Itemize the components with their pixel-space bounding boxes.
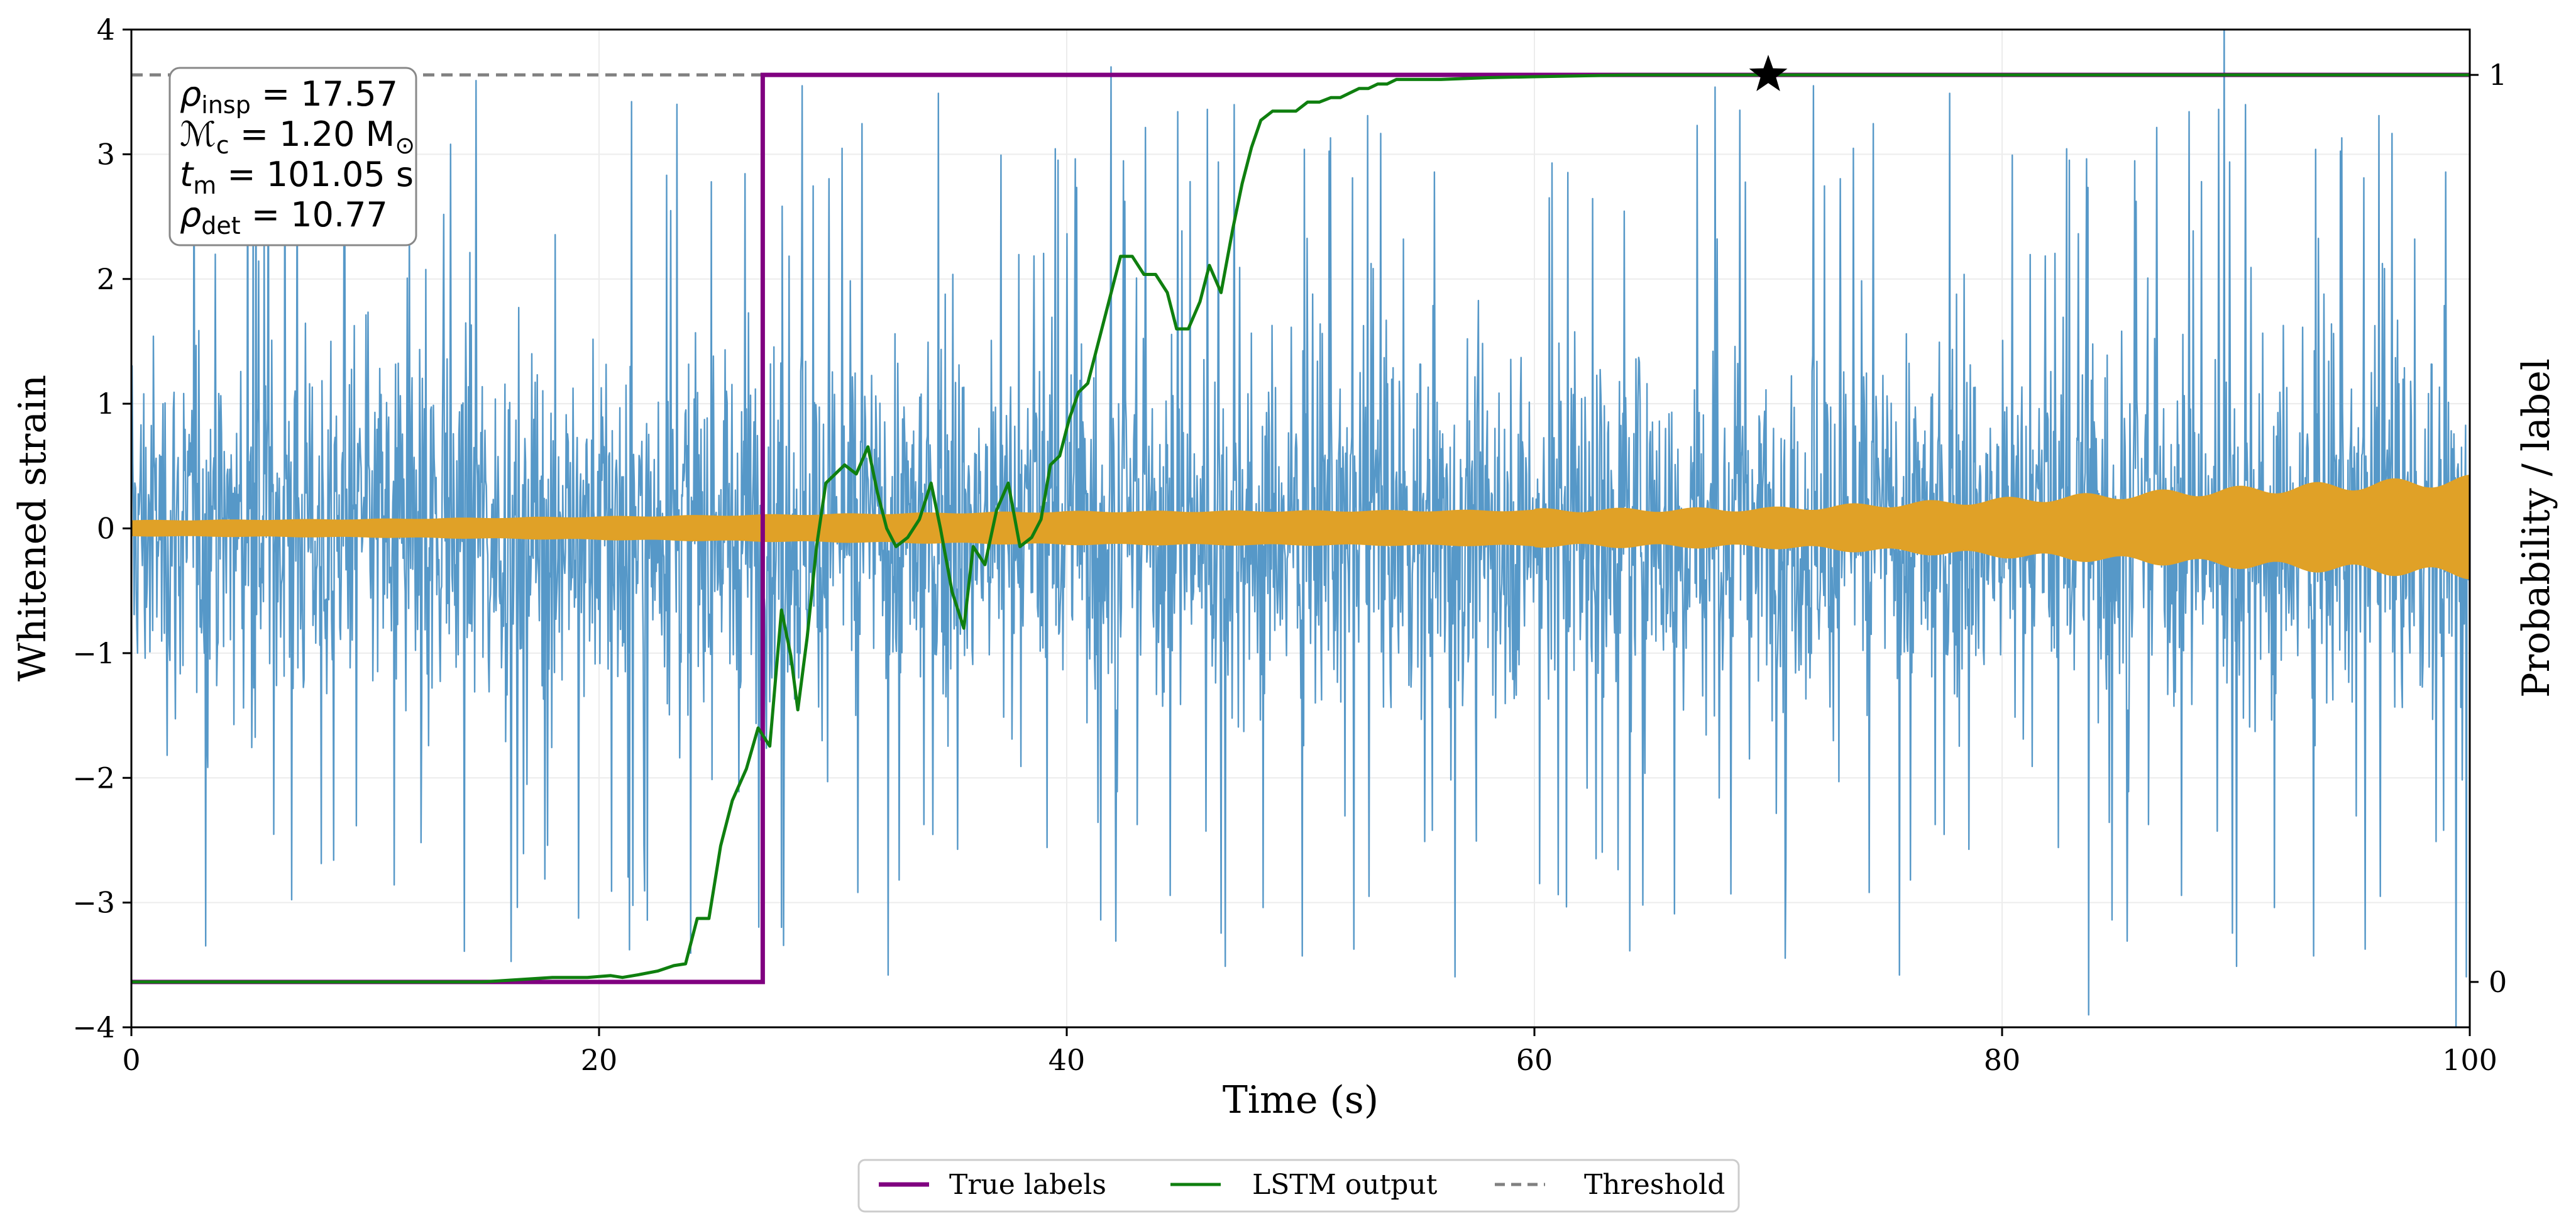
annotation-frame <box>168 67 417 246</box>
annotation-line: ρinsp = 17.57 <box>180 74 398 119</box>
y-tick-label: 2 <box>97 262 115 296</box>
y-right-tick-label: 1 <box>2489 58 2507 92</box>
y-tick-label: 4 <box>97 13 115 47</box>
x-tick-label: 100 <box>2442 1043 2497 1077</box>
x-tick-label: 0 <box>122 1043 140 1077</box>
y-right-tick-label: 0 <box>2489 965 2507 999</box>
x-axis-label: Time (s) <box>1223 1078 1379 1122</box>
legend-lstm-output: LSTM output <box>1252 1169 1438 1201</box>
y-tick-label: −3 <box>72 886 115 920</box>
y-tick-label: −2 <box>72 761 115 795</box>
y-tick-label: −4 <box>72 1010 115 1044</box>
y-tick-label: 1 <box>97 387 115 421</box>
y-tick-label: 0 <box>97 512 115 546</box>
x-tick-label: 20 <box>581 1043 618 1077</box>
y-right-axis-label: Probability / label <box>2514 358 2558 698</box>
legend-true-labels: True labels <box>949 1169 1106 1201</box>
y-right-axis-ticks: 01 <box>2470 58 2507 999</box>
x-axis-ticks: 0 20 40 60 80 100 <box>122 1027 2497 1077</box>
x-tick-label: 80 <box>1984 1043 2021 1077</box>
annotation-line: ℳc = 1.20 M⊙ <box>180 114 415 159</box>
annotation-line: ρdet = 10.77 <box>180 195 388 240</box>
legend-frame <box>857 1159 1740 1213</box>
x-tick-label: 40 <box>1049 1043 1086 1077</box>
y-tick-label: −1 <box>72 636 115 670</box>
x-tick-label: 60 <box>1516 1043 1553 1077</box>
y-axis-ticks: −4 −3 −2 −1 0 1 2 3 4 <box>72 13 131 1044</box>
signal-envelope <box>131 475 2470 580</box>
annotation-line: tm = 101.05 s <box>180 155 414 199</box>
y-axis-label: Whitened strain <box>11 375 55 682</box>
probability-series <box>131 55 2470 985</box>
y-tick-label: 3 <box>97 137 115 171</box>
legend: True labels LSTM output Threshold <box>857 1159 1740 1213</box>
legend-threshold: Threshold <box>1584 1169 1725 1201</box>
lstm-output-line <box>131 73 2470 984</box>
detection-star-marker <box>1749 55 1788 91</box>
signal-series <box>131 475 2470 580</box>
